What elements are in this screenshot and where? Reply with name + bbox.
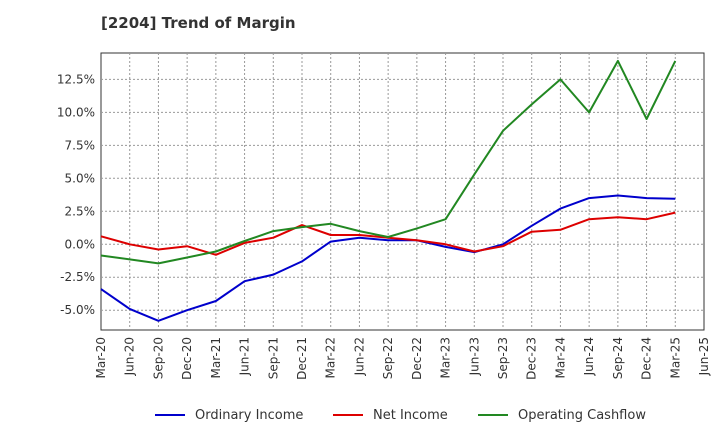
y-tick-label: 2.5% [65, 204, 96, 218]
x-tick-label: Sep-23 [496, 337, 510, 379]
x-tick-label: Mar-22 [324, 337, 338, 378]
x-tick-label: Jun-23 [467, 337, 481, 376]
x-tick-label: Jun-25 [697, 337, 711, 376]
y-tick-label: -2.5% [60, 270, 95, 284]
x-tick-label: Jun-20 [123, 337, 137, 376]
x-axis-ticks: Mar-20 Jun-20 Sep-20 Dec-20 Mar-21 Jun-21 Sep-… [94, 337, 711, 380]
x-tick-label: Jun-21 [238, 337, 252, 376]
legend-swatch-operating-cashflow [478, 414, 508, 416]
legend-label-net-income: Net Income [373, 407, 448, 423]
x-tick-label: Sep-21 [266, 337, 280, 379]
legend-label-operating-cashflow: Operating Cashflow [518, 407, 646, 423]
legend-label-ordinary-income: Ordinary Income [195, 407, 304, 423]
x-tick-label: Mar-25 [668, 337, 682, 378]
x-tick-label: Sep-24 [611, 337, 625, 379]
series-line-operating-cashflow [100, 59, 677, 265]
plot-area [100, 52, 705, 331]
y-tick-label: 0.0% [65, 237, 96, 251]
y-tick-label: -5.0% [60, 303, 95, 317]
x-tick-label: Sep-20 [151, 337, 165, 379]
series-line-ordinary-income [100, 194, 676, 322]
y-tick-label: 12.5% [57, 72, 95, 86]
grid-layer [101, 53, 704, 330]
y-axis-ticks: -5.0% -2.5% 0.0% 2.5% 5.0% 7.5% 10.0% 12.5% [57, 72, 95, 317]
legend-item-net-income: Net Income [333, 405, 448, 425]
legend-item-ordinary-income: Ordinary Income [155, 405, 303, 425]
y-tick-label: 5.0% [65, 171, 96, 185]
x-tick-label: Jun-22 [352, 337, 366, 376]
legend-swatch-ordinary-income [155, 414, 185, 416]
x-tick-label: Dec-20 [180, 337, 194, 380]
x-tick-label: Dec-23 [525, 337, 539, 380]
legend-item-operating-cashflow: Operating Cashflow [478, 405, 646, 425]
legend: Ordinary Income Net Income Operating Cas… [0, 405, 720, 425]
x-tick-label: Sep-22 [381, 337, 395, 379]
x-tick-label: Dec-24 [640, 337, 654, 380]
series-layer [100, 59, 677, 322]
y-tick-label: 7.5% [65, 138, 96, 152]
legend-swatch-net-income [333, 414, 363, 416]
x-tick-label: Dec-21 [295, 337, 309, 380]
chart-title: [2204] Trend of Margin [101, 14, 296, 32]
x-tick-label: Jun-24 [582, 337, 596, 376]
x-tick-label: Mar-23 [439, 337, 453, 378]
x-tick-label: Mar-21 [209, 337, 223, 378]
y-tick-label: 10.0% [57, 105, 95, 119]
x-tick-label: Mar-24 [553, 337, 567, 378]
x-tick-label: Dec-22 [410, 337, 424, 380]
x-tick-label: Mar-20 [94, 337, 108, 378]
